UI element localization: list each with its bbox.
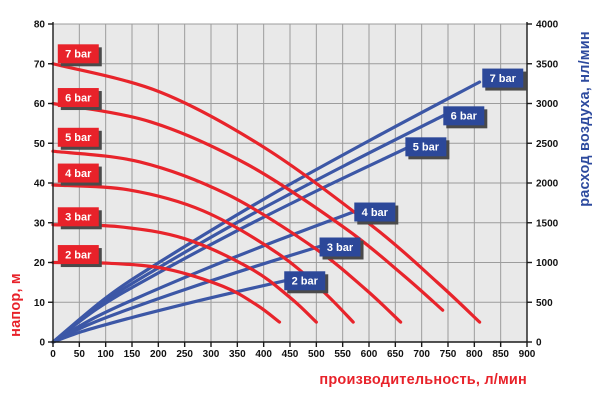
x-tick-label: 900 bbox=[519, 349, 536, 360]
air-curve-label-7bar: 7 bar bbox=[482, 68, 527, 91]
x-axis-title: производительность, л/мин bbox=[319, 372, 527, 388]
air-curve-label-6bar-text: 6 bar bbox=[451, 111, 478, 123]
x-tick-label: 550 bbox=[334, 349, 351, 360]
x-tick-label: 400 bbox=[255, 349, 272, 360]
y-right-tick-label: 2000 bbox=[536, 179, 559, 190]
x-tick-label: 700 bbox=[413, 349, 430, 360]
x-tick-label: 600 bbox=[361, 349, 378, 360]
head-curve-label-2bar-text: 2 bar bbox=[65, 249, 92, 261]
x-tick-label: 500 bbox=[308, 349, 325, 360]
y-right-tick-label: 0 bbox=[536, 338, 542, 349]
head-curve-label-3bar-text: 3 bar bbox=[65, 212, 92, 224]
head-curve-label-6bar-box bbox=[57, 88, 99, 108]
head-curve-label-7bar-text: 7 bar bbox=[65, 49, 92, 61]
air-curve-label-2bar-box bbox=[284, 271, 326, 291]
y-right-tick-label: 3500 bbox=[536, 59, 559, 70]
head-curve-2bar bbox=[51, 260, 282, 324]
air-curve-label-5bar-box bbox=[405, 137, 447, 157]
air-curves bbox=[51, 80, 482, 344]
head-curve-label-4bar-box bbox=[57, 163, 99, 183]
y-left-tick-label: 50 bbox=[34, 139, 46, 150]
air-curve-3bar bbox=[51, 245, 321, 344]
x-tick-label: 850 bbox=[492, 349, 509, 360]
x-tick-label: 200 bbox=[150, 349, 167, 360]
y-left-tick-label: 30 bbox=[34, 218, 46, 229]
tick-labels: 0102030405060708005001000150020002500300… bbox=[34, 20, 559, 361]
y-left-tick-label: 40 bbox=[34, 179, 46, 190]
x-tick-label: 350 bbox=[229, 349, 246, 360]
air-curve-label-6bar: 6 bar bbox=[443, 106, 488, 129]
y-right-tick-label: 500 bbox=[536, 298, 553, 309]
head-curve-7bar bbox=[51, 62, 482, 324]
air-curve-label-3bar-box bbox=[319, 237, 361, 257]
air-curve-label-7bar-box bbox=[482, 68, 524, 88]
y-left-tick-label: 0 bbox=[39, 338, 45, 349]
head-curve-5bar bbox=[51, 149, 403, 324]
air-curve-label-4bar: 4 bar bbox=[354, 202, 399, 225]
head-curve-6bar bbox=[51, 101, 445, 312]
air-curve-label-7bar-text: 7 bar bbox=[490, 73, 517, 85]
y-right-tick-label: 1500 bbox=[536, 218, 559, 229]
head-curve-label-2bar-box bbox=[57, 245, 99, 265]
x-tick-label: 250 bbox=[176, 349, 193, 360]
head-curve-label-3bar: 3 bar bbox=[57, 207, 102, 230]
y-right-tick-label: 4000 bbox=[536, 20, 559, 31]
head-curve-3bar bbox=[51, 223, 318, 324]
air-curve-label-2bar-text: 2 bar bbox=[292, 276, 319, 288]
y-right-tick-label: 3000 bbox=[536, 99, 559, 110]
y-axis-right-title: расход воздуха, нл/мин bbox=[577, 31, 593, 207]
head-curve-label-5bar-text: 5 bar bbox=[65, 132, 92, 144]
head-curve-label-3bar-box bbox=[57, 207, 99, 227]
head-curve-label-6bar: 6 bar bbox=[57, 88, 102, 111]
x-tick-label: 800 bbox=[466, 349, 483, 360]
y-left-tick-label: 70 bbox=[34, 59, 46, 70]
air-curve-label-3bar-text: 3 bar bbox=[327, 242, 354, 254]
x-tick-label: 300 bbox=[203, 349, 220, 360]
x-tick-label: 750 bbox=[440, 349, 457, 360]
air-curve-label-5bar-text: 5 bar bbox=[413, 142, 440, 154]
y-left-tick-label: 20 bbox=[34, 258, 46, 269]
air-curve-label-4bar-box bbox=[354, 202, 396, 222]
air-curve-label-4bar-text: 4 bar bbox=[362, 207, 389, 219]
air-curve-label-2bar: 2 bar bbox=[284, 271, 329, 294]
head-curve-label-5bar-box bbox=[57, 127, 99, 147]
air-curve-label-6bar-box bbox=[443, 106, 485, 126]
air-curve-label-3bar: 3 bar bbox=[319, 237, 364, 260]
x-tick-label: 650 bbox=[387, 349, 404, 360]
y-axis-left-title: напор, м bbox=[8, 273, 24, 337]
head-curve-label-7bar: 7 bar bbox=[57, 44, 102, 67]
head-curves bbox=[51, 62, 482, 324]
x-tick-label: 450 bbox=[282, 349, 299, 360]
x-tick-label: 100 bbox=[97, 349, 114, 360]
x-tick-label: 0 bbox=[50, 349, 56, 360]
axes bbox=[48, 22, 532, 347]
y-right-tick-label: 2500 bbox=[536, 139, 559, 150]
head-curve-label-4bar-text: 4 bar bbox=[65, 168, 92, 180]
air-curve-label-5bar: 5 bar bbox=[405, 137, 450, 160]
head-curve-label-2bar: 2 bar bbox=[57, 245, 102, 268]
x-tick-label: 50 bbox=[74, 349, 86, 360]
air-curve-6bar bbox=[51, 113, 446, 344]
air-curve-4bar bbox=[51, 210, 356, 344]
y-left-tick-label: 80 bbox=[34, 20, 46, 31]
y-left-tick-label: 10 bbox=[34, 298, 46, 309]
y-right-tick-label: 1000 bbox=[536, 258, 559, 269]
air-curve-2bar bbox=[51, 279, 287, 344]
x-tick-label: 150 bbox=[124, 349, 141, 360]
air-curve-7bar bbox=[51, 80, 482, 344]
y-left-tick-label: 60 bbox=[34, 99, 46, 110]
head-curve-label-4bar: 4 bar bbox=[57, 163, 102, 186]
head-curve-label-5bar: 5 bar bbox=[57, 127, 102, 150]
head-curve-label-6bar-text: 6 bar bbox=[65, 92, 92, 104]
head-curve-label-7bar-box bbox=[57, 44, 99, 64]
